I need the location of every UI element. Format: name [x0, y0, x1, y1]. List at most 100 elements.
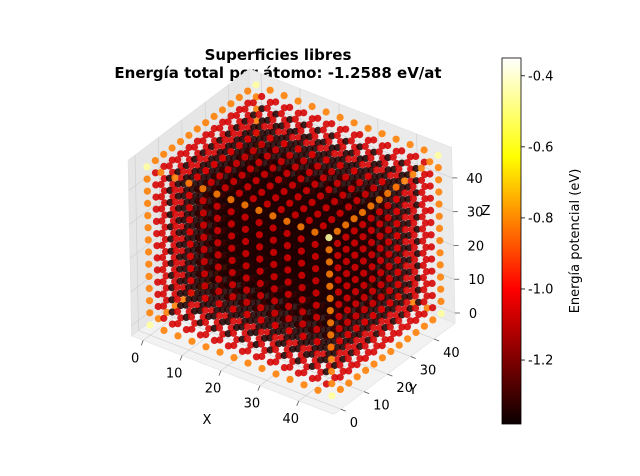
data-point	[225, 202, 233, 210]
data-point	[351, 203, 359, 211]
data-point	[256, 243, 264, 251]
data-point	[427, 243, 435, 251]
data-point	[395, 329, 403, 337]
data-point	[362, 179, 370, 187]
data-point	[336, 349, 344, 357]
data-point	[250, 135, 258, 143]
data-point	[241, 129, 249, 138]
data-point	[206, 234, 214, 242]
data-point	[314, 386, 322, 394]
data-point	[151, 157, 159, 165]
data-point	[373, 202, 381, 210]
data-point	[295, 266, 304, 274]
data-point	[191, 192, 199, 200]
data-point	[393, 244, 401, 252]
y-tick-label: 0	[350, 416, 358, 431]
data-point	[175, 216, 183, 225]
data-point	[195, 258, 203, 266]
data-point	[170, 266, 179, 274]
data-point	[311, 252, 319, 261]
data-point	[183, 222, 192, 230]
data-point	[311, 228, 319, 236]
data-point	[236, 118, 244, 126]
data-point	[283, 169, 291, 177]
data-point	[308, 374, 316, 383]
data-point	[233, 196, 241, 204]
data-point	[248, 262, 256, 270]
data-point	[250, 183, 258, 191]
data-point	[289, 170, 297, 178]
data-point	[378, 142, 386, 150]
data-point	[307, 314, 315, 322]
data-point	[212, 245, 220, 253]
data-point	[305, 133, 314, 141]
data-point	[336, 126, 344, 134]
data-point	[189, 222, 197, 230]
data-point	[342, 162, 350, 170]
data-point	[252, 328, 260, 336]
data-point	[297, 127, 305, 135]
data-point	[176, 253, 184, 261]
data-point	[263, 200, 271, 208]
data-point	[311, 240, 319, 248]
data-point	[228, 184, 236, 192]
data-point	[292, 187, 300, 195]
data-point	[277, 158, 285, 166]
data-point	[289, 357, 297, 365]
data-point	[250, 219, 258, 227]
data-point	[272, 158, 280, 166]
data-point	[172, 222, 180, 230]
data-point	[342, 125, 350, 133]
data-point	[185, 143, 193, 152]
data-point	[291, 115, 299, 123]
data-point	[234, 244, 242, 253]
data-point	[412, 328, 420, 337]
data-point	[252, 189, 260, 197]
data-point	[280, 152, 288, 160]
data-point	[274, 328, 282, 336]
data-point	[407, 201, 415, 209]
data-point	[403, 310, 411, 319]
data-point	[258, 140, 266, 148]
data-point	[241, 305, 249, 313]
data-point	[345, 239, 353, 247]
data-point	[200, 258, 208, 266]
data-point	[236, 250, 245, 258]
data-point	[237, 274, 245, 282]
data-point	[356, 155, 364, 163]
data-point	[226, 275, 234, 283]
data-point	[278, 182, 286, 190]
data-point	[198, 252, 206, 260]
data-point	[197, 216, 205, 224]
data-point	[269, 224, 277, 232]
data-point	[248, 250, 256, 258]
data-point	[412, 189, 420, 197]
data-point	[204, 300, 212, 308]
data-point	[153, 230, 161, 238]
data-point	[291, 223, 300, 231]
data-point	[348, 246, 357, 254]
data-point	[353, 373, 361, 381]
data-point	[244, 195, 252, 203]
data-point	[172, 235, 180, 243]
data-point	[420, 158, 428, 166]
data-point	[168, 308, 176, 316]
data-point	[320, 150, 328, 158]
data-point	[350, 215, 358, 223]
data-point	[205, 312, 213, 321]
data-point	[375, 160, 384, 168]
data-point	[294, 333, 302, 341]
data-point	[303, 211, 311, 219]
data-point	[168, 284, 176, 292]
data-point	[318, 289, 326, 297]
data-point	[284, 158, 292, 166]
data-point	[350, 167, 358, 175]
data-point	[362, 167, 370, 175]
data-point	[409, 299, 417, 307]
data-point	[266, 194, 274, 202]
y-tick	[387, 373, 393, 377]
data-point	[280, 104, 288, 112]
data-point	[238, 311, 246, 319]
data-point	[400, 244, 408, 252]
data-point	[146, 321, 154, 329]
